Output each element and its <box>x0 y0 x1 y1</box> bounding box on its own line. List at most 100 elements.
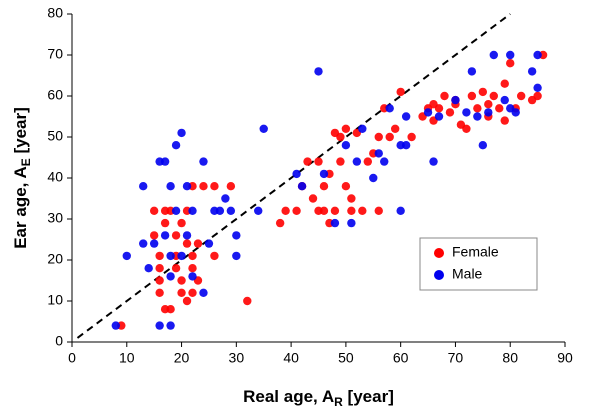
y-tick-label: 30 <box>47 210 63 226</box>
point <box>429 157 438 166</box>
point <box>374 132 383 142</box>
legend-box <box>419 237 538 291</box>
y-tick-label: 40 <box>47 169 63 185</box>
point <box>232 251 241 261</box>
point <box>226 206 236 215</box>
point <box>254 206 263 215</box>
point <box>243 296 252 306</box>
point <box>226 182 236 191</box>
point <box>467 91 477 101</box>
point <box>495 104 504 113</box>
x-tick-label: 40 <box>283 350 299 366</box>
point <box>182 239 192 248</box>
point <box>341 182 351 191</box>
point <box>204 239 214 248</box>
x-label: Real age, AR [year] <box>243 387 394 409</box>
point <box>347 194 356 203</box>
point <box>352 157 362 166</box>
point <box>166 182 175 191</box>
x-tick-label: 50 <box>338 350 354 366</box>
point <box>188 272 197 281</box>
point <box>160 231 170 240</box>
point <box>369 173 378 183</box>
point <box>374 206 383 215</box>
point <box>527 67 537 76</box>
point <box>423 108 433 117</box>
point <box>341 141 351 150</box>
point <box>319 182 329 191</box>
point <box>177 276 186 285</box>
point <box>462 124 471 133</box>
point <box>500 95 509 105</box>
point <box>297 182 307 191</box>
point <box>407 132 416 142</box>
y-tick-label: 70 <box>47 46 63 62</box>
point <box>462 108 471 117</box>
point <box>188 206 197 215</box>
point <box>111 321 121 330</box>
point <box>445 108 455 117</box>
point <box>182 182 192 191</box>
point <box>292 206 301 215</box>
point <box>401 112 411 121</box>
x-tick-label: 30 <box>229 350 245 366</box>
y-tick-label: 0 <box>55 333 63 349</box>
point <box>533 91 542 101</box>
point <box>347 206 356 215</box>
point <box>199 157 208 166</box>
point <box>489 50 498 60</box>
axis-title-text: Ear age, A <box>11 166 30 249</box>
point <box>281 206 290 215</box>
point <box>516 91 526 101</box>
point <box>160 218 170 228</box>
point <box>380 157 389 166</box>
point <box>210 182 219 191</box>
point <box>171 231 181 240</box>
point <box>500 79 509 88</box>
point <box>385 104 394 113</box>
x-tick-label: 20 <box>174 350 190 366</box>
point <box>149 231 159 240</box>
point <box>122 251 131 261</box>
legend-marker <box>434 270 444 280</box>
point <box>199 182 208 191</box>
point <box>166 272 175 281</box>
point <box>478 87 488 97</box>
x-tick-label: 10 <box>119 350 135 366</box>
point <box>303 157 312 166</box>
point <box>451 95 460 105</box>
point <box>292 169 301 179</box>
y-label: Ear age, AE [year] <box>11 107 33 249</box>
point <box>330 218 340 228</box>
y-tick-label: 20 <box>47 251 63 267</box>
legend-label: Male <box>452 266 483 282</box>
point <box>166 251 175 261</box>
y-tick-label: 80 <box>47 5 63 21</box>
point <box>149 239 159 248</box>
point <box>336 157 345 166</box>
point <box>171 206 181 215</box>
point <box>484 100 493 109</box>
point <box>358 124 367 133</box>
point <box>506 50 515 60</box>
point <box>341 124 351 133</box>
point <box>155 276 164 285</box>
point <box>160 157 170 166</box>
point <box>139 182 148 191</box>
point <box>473 104 482 113</box>
point <box>166 321 175 330</box>
point <box>374 149 383 158</box>
point <box>467 67 477 76</box>
point <box>336 132 345 142</box>
point <box>489 91 498 101</box>
point <box>533 50 542 60</box>
point <box>390 124 400 133</box>
point <box>171 141 181 150</box>
point <box>330 206 340 215</box>
point <box>188 288 197 297</box>
y-tick-label: 10 <box>47 292 63 308</box>
x-tick-label: 90 <box>557 350 573 366</box>
point <box>177 251 186 261</box>
point <box>363 157 372 166</box>
